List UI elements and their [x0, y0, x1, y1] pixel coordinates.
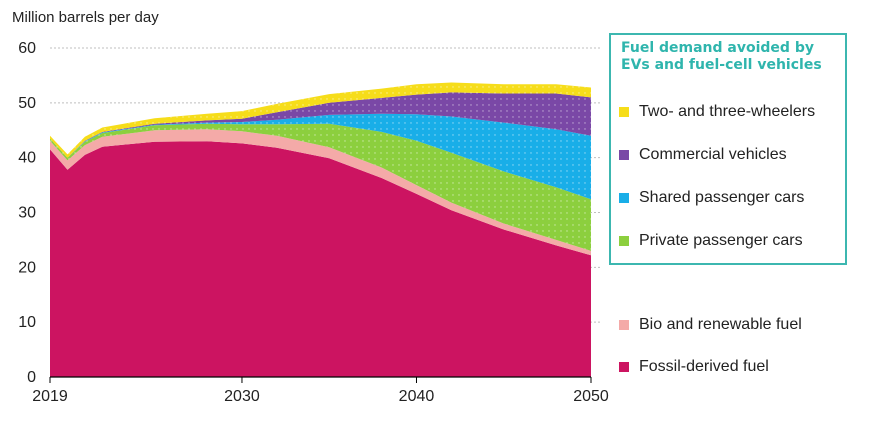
area-pattern-two-and-three-wheelers [50, 82, 591, 158]
legend-swatch [619, 236, 629, 246]
area-pattern-shared-passenger-cars [50, 113, 591, 200]
legend-item-private-passenger-cars: Private passenger cars [619, 232, 803, 250]
legend-item-two-and-three-wheelers: Two- and three-wheelers [619, 103, 815, 121]
legend-item-commercial-vehicles: Commercial vehicles [619, 146, 787, 164]
y-axis-label: Million barrels per day [12, 9, 159, 26]
area-pattern-commercial-vehicles [50, 92, 591, 158]
legend-label: Commercial vehicles [639, 146, 787, 163]
area-fossil-derived-fuel [50, 141, 591, 377]
y-tick-label: 0 [27, 369, 36, 386]
area-bio-and-renewable-fuel [50, 129, 591, 256]
x-tick-label: 2030 [224, 388, 260, 405]
legend-item-bio-and-renewable-fuel: Bio and renewable fuel [619, 316, 802, 334]
legend-label: Bio and renewable fuel [639, 316, 802, 333]
legend-swatch [619, 150, 629, 160]
x-tick-label: 2019 [32, 388, 68, 405]
y-tick-label: 60 [18, 40, 36, 57]
y-tick-label: 30 [18, 205, 36, 222]
legend-box [609, 33, 847, 265]
legend-item-shared-passenger-cars: Shared passenger cars [619, 189, 804, 207]
legend-swatch [619, 362, 629, 372]
legend-title: Fuel demand avoided by EVs and fuel-cell… [621, 40, 822, 73]
y-tick-label: 10 [18, 314, 36, 331]
y-tick-label: 50 [18, 95, 36, 112]
legend-label: Fossil-derived fuel [639, 358, 769, 375]
legend-label: Private passenger cars [639, 232, 803, 249]
legend-swatch [619, 320, 629, 330]
legend-swatch [619, 107, 629, 117]
y-tick-label: 20 [18, 259, 36, 276]
legend-item-fossil-derived-fuel: Fossil-derived fuel [619, 358, 769, 376]
legend-label: Two- and three-wheelers [639, 103, 816, 120]
legend-swatch [619, 193, 629, 203]
y-tick-label: 40 [18, 150, 36, 167]
legend-label: Shared passenger cars [639, 189, 805, 206]
x-tick-label: 2050 [573, 388, 609, 405]
x-tick-label: 2040 [399, 388, 435, 405]
area-pattern-private-passenger-cars [50, 123, 591, 251]
